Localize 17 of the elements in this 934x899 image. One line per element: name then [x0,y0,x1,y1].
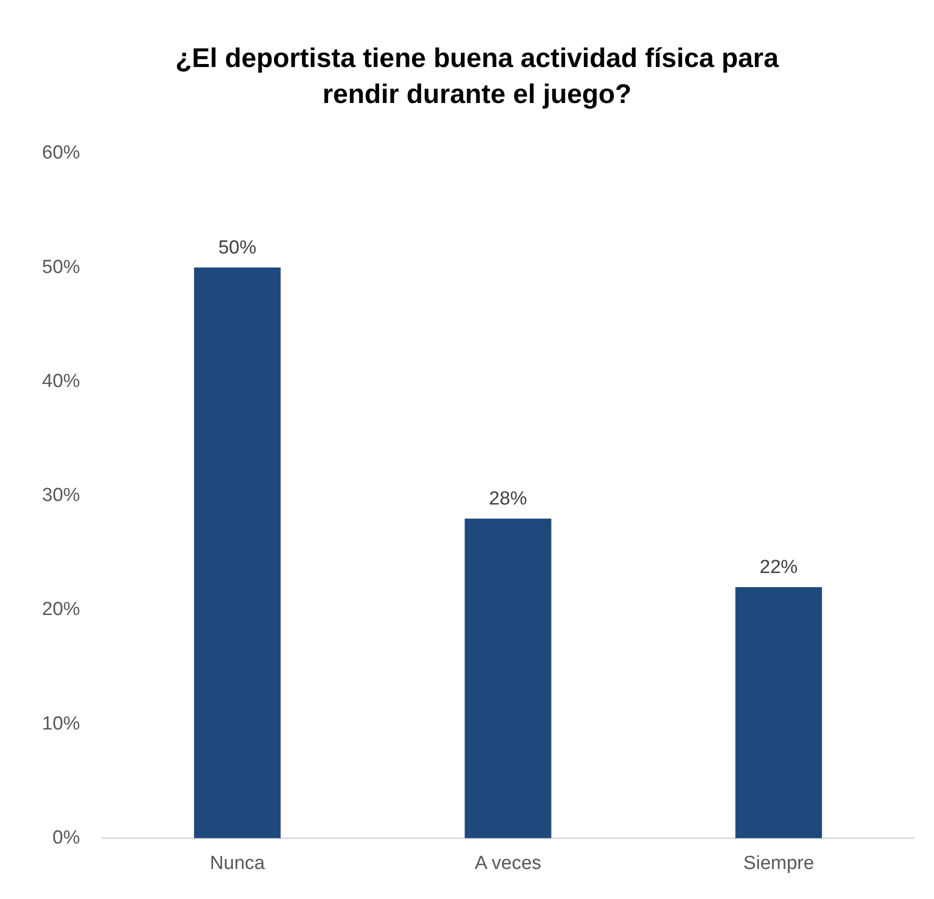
y-tick-label: 10% [42,713,80,734]
y-tick-label: 20% [42,599,80,620]
x-tick-label: Nunca [210,852,266,874]
y-tick-label: 0% [52,827,80,848]
y-tick-label: 50% [42,256,80,278]
y-tick-label: 60% [42,142,80,164]
bar [194,268,281,838]
bar [464,518,552,838]
data-label: 28% [489,488,528,510]
x-tick-label: Siempre [743,852,814,874]
y-tick-label: 30% [42,485,80,506]
y-tick-label: 40% [42,370,80,392]
chart-title: ¿El deportista tiene buena actividad física para rendir durante el juego? [174,42,780,111]
x-tick-label: A veces [474,852,542,874]
data-label: 22% [760,556,798,578]
data-label: 50% [218,237,256,258]
bar [735,587,822,838]
